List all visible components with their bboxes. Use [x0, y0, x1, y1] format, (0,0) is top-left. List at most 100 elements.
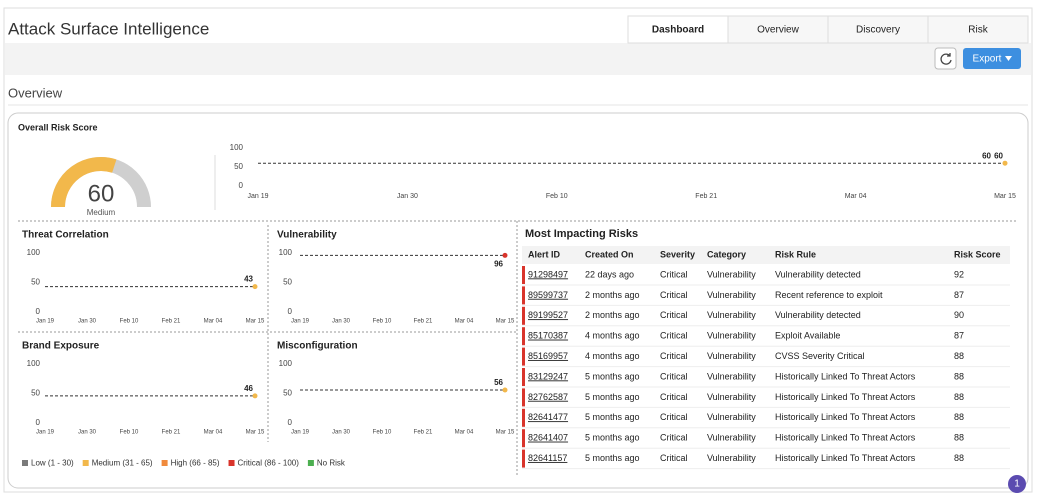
x-tick-label: Jan 19	[291, 319, 310, 325]
export-caret	[1005, 56, 1012, 61]
alert-link[interactable]: 82641157	[528, 453, 567, 463]
alert-link[interactable]: 82641407	[528, 433, 568, 443]
badge-count: 1	[1014, 479, 1020, 490]
severity-bar	[522, 266, 525, 284]
x-tick-label: Feb 21	[162, 430, 181, 436]
value-label: 46	[244, 384, 253, 393]
badge[interactable]	[1008, 475, 1026, 493]
x-tick-label: Mar 15	[496, 319, 515, 325]
x-tick-label: Jan 19	[36, 430, 55, 436]
cell: 88	[954, 371, 964, 381]
tab[interactable]	[827, 15, 929, 44]
alert-link[interactable]: 91298497	[528, 269, 568, 279]
legend-label: Medium (31 - 65)	[92, 459, 153, 468]
x-tick-label: Feb 10	[120, 319, 139, 325]
gauge-label: Medium	[87, 208, 116, 217]
cell: Vulnerability	[707, 331, 756, 341]
severity-bar	[522, 388, 525, 407]
cell: Critical	[660, 331, 688, 341]
cell: Critical	[660, 392, 688, 402]
cell: 88	[954, 351, 964, 361]
severity-bar	[522, 408, 525, 427]
cell: 90	[954, 310, 964, 320]
y-tick-label: 100	[279, 359, 293, 368]
value-label: 60	[994, 151, 1003, 160]
tab-label: Overview	[757, 25, 799, 36]
end-point	[502, 387, 508, 393]
x-tick-label: Jan 19	[291, 430, 310, 436]
cell: Vulnerability	[707, 371, 756, 381]
x-tick-label: Jan 30	[397, 193, 418, 200]
cell: Critical	[660, 371, 688, 381]
x-tick-label: Mar 04	[204, 319, 223, 325]
toolbar	[5, 43, 1031, 75]
legend-swatch	[82, 460, 89, 466]
x-tick-label: Mar 04	[455, 319, 474, 325]
cell: Historically Linked To Threat Actors	[775, 433, 916, 443]
export-button[interactable]	[963, 48, 1021, 69]
cell: Exploit Available	[775, 331, 840, 341]
y-tick-label: 0	[288, 307, 293, 316]
x-tick-label: Jan 19	[36, 319, 55, 325]
value-label: 96	[494, 259, 503, 268]
cell: Vulnerability	[707, 269, 756, 279]
cell: 4 months ago	[585, 351, 640, 361]
severity-bar	[522, 429, 525, 448]
cell: 5 months ago	[585, 412, 640, 422]
tab-label: Discovery	[856, 25, 900, 36]
x-tick-label: Mar 15	[496, 430, 515, 436]
section-title: Overview	[8, 85, 63, 100]
x-tick-label: Mar 15	[994, 193, 1016, 200]
severity-bar	[522, 286, 525, 305]
x-tick-label: Jan 30	[332, 319, 351, 325]
x-tick-label: Jan 19	[247, 193, 268, 200]
y-tick-label: 0	[288, 418, 293, 427]
tab[interactable]	[727, 15, 829, 44]
x-tick-label: Feb 21	[414, 319, 433, 325]
cell: Vulnerability	[707, 310, 756, 320]
cell: Critical	[660, 310, 688, 320]
x-tick-label: Feb 10	[373, 430, 392, 436]
refresh-button[interactable]	[934, 47, 957, 70]
severity-bar	[522, 368, 525, 386]
cell: Critical	[660, 290, 688, 300]
alert-link[interactable]: 89599737	[528, 290, 568, 300]
cell: 5 months ago	[585, 371, 640, 381]
table-header	[522, 246, 1010, 264]
alert-link[interactable]: 82762587	[528, 392, 568, 402]
legend-swatch	[307, 460, 314, 466]
x-tick-label: Feb 21	[414, 430, 433, 436]
tab[interactable]	[927, 15, 1029, 44]
x-tick-label: Feb 10	[373, 319, 392, 325]
cell: 2 months ago	[585, 290, 640, 300]
cell: Critical	[660, 453, 688, 463]
cell: Historically Linked To Threat Actors	[775, 453, 916, 463]
cell: Vulnerability	[707, 290, 756, 300]
cell: Critical	[660, 351, 688, 361]
alert-link[interactable]: 83129247	[528, 371, 568, 381]
alert-link[interactable]: 85169957	[528, 351, 568, 361]
end-point	[502, 252, 508, 258]
cell: Recent reference to exploit	[775, 290, 883, 300]
cell: Critical	[660, 433, 688, 443]
y-tick-label: 100	[27, 359, 41, 368]
alert-link[interactable]: 85170387	[528, 331, 568, 341]
card	[7, 112, 1029, 489]
x-tick-label: Mar 04	[845, 193, 867, 200]
y-tick-label: 100	[279, 248, 293, 257]
cell: Vulnerability detected	[775, 269, 861, 279]
cell: 5 months ago	[585, 392, 640, 402]
alert-link[interactable]: 89199527	[528, 310, 568, 320]
value-label: 56	[494, 378, 503, 387]
alert-link[interactable]: 82641477	[528, 412, 568, 422]
y-tick-label: 50	[283, 389, 292, 398]
x-tick-label: Mar 15	[246, 430, 265, 436]
column-header: Category	[707, 249, 746, 259]
cell: 88	[954, 453, 964, 463]
chart-title: Threat Correlation	[22, 230, 109, 241]
legend-label: High (66 - 85)	[171, 459, 220, 468]
end-point	[252, 284, 258, 290]
legend-swatch	[22, 460, 28, 466]
cell: Historically Linked To Threat Actors	[775, 392, 916, 402]
